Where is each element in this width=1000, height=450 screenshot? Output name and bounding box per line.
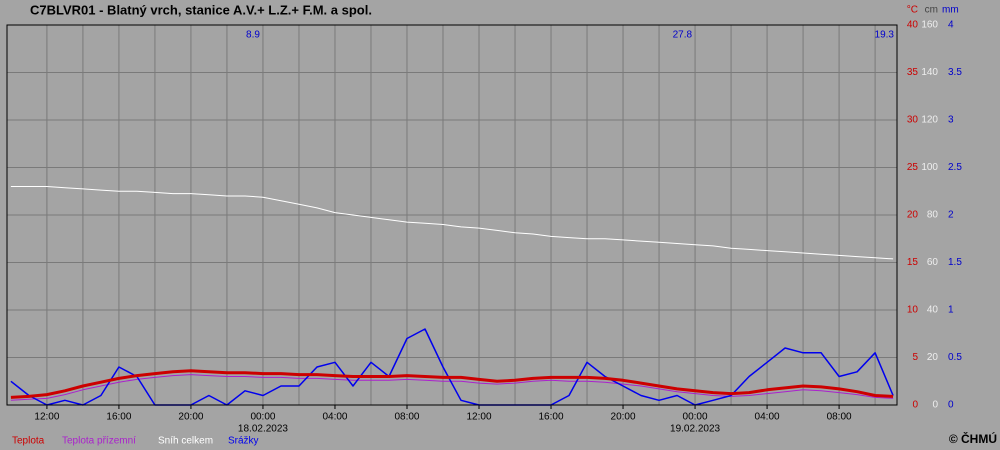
x-tick-label: 08:00 [827,412,852,423]
y-tick-label: 80 [927,210,939,221]
y-tick-label: 40 [907,20,919,31]
y-tick-label: 4 [948,20,954,31]
y-tick-label: 60 [927,257,939,268]
legend-label: Teplota [12,436,45,447]
copyright: © ČHMÚ [949,431,997,446]
x-tick-label: 00:00 [683,412,708,423]
annotation: 19.3 [875,30,895,41]
x-tick-label: 08:00 [394,412,419,423]
y-tick-label: 120 [921,115,938,126]
y-tick-label: 0 [948,400,954,411]
unit-y: °C [907,5,918,16]
y-tick-label: 35 [907,67,919,78]
unit-y2: cm [925,5,938,16]
x-tick-label: 16:00 [106,412,131,423]
legend-label: Teplota přízemní [62,436,136,447]
y-tick-label: 20 [907,210,919,221]
unit-y3: mm [942,5,959,16]
x-tick-label: 20:00 [611,412,636,423]
series-line [10,374,894,401]
y-tick-label: 30 [907,115,919,126]
plot-border [6,24,898,406]
y-tick-label: 25 [907,162,919,173]
y-tick-label: 0 [932,400,938,411]
y-tick-label: 40 [927,305,939,316]
annotation: 27.8 [673,30,693,41]
x-tick-label: 12:00 [34,412,59,423]
y-tick-label: 1.5 [948,257,962,268]
y-tick-label: 0 [912,400,918,411]
annotation: 8.9 [246,30,260,41]
x-tick-label: 20:00 [178,412,203,423]
x-tick-label: 12:00 [466,412,491,423]
y-tick-label: 2.5 [948,162,962,173]
y-tick-label: 5 [912,352,918,363]
y-tick-label: 2 [948,210,954,221]
y-tick-label: 140 [921,67,938,78]
y-tick-label: 160 [921,20,938,31]
date-label: 18.02.2023 [238,424,288,435]
y-tick-label: 0.5 [948,352,962,363]
date-label: 19.02.2023 [670,424,720,435]
legend-label: Sníh celkem [158,436,213,447]
y-tick-label: 10 [907,305,919,316]
legend-label: Srážky [228,436,259,447]
y-tick-label: 3 [948,115,954,126]
y-tick-label: 20 [927,352,939,363]
y-tick-label: 100 [921,162,938,173]
y-tick-label: 15 [907,257,919,268]
y-tick-label: 1 [948,305,954,316]
y-tick-label: 3.5 [948,67,962,78]
x-tick-label: 16:00 [539,412,564,423]
series-line [10,186,894,260]
series-line [10,369,894,399]
chart-title: C7BLVR01 - Blatný vrch, stanice A.V.+ L.… [30,2,372,17]
x-tick-label: 04:00 [755,412,780,423]
x-tick-label: 00:00 [250,412,275,423]
x-tick-label: 04:00 [322,412,347,423]
